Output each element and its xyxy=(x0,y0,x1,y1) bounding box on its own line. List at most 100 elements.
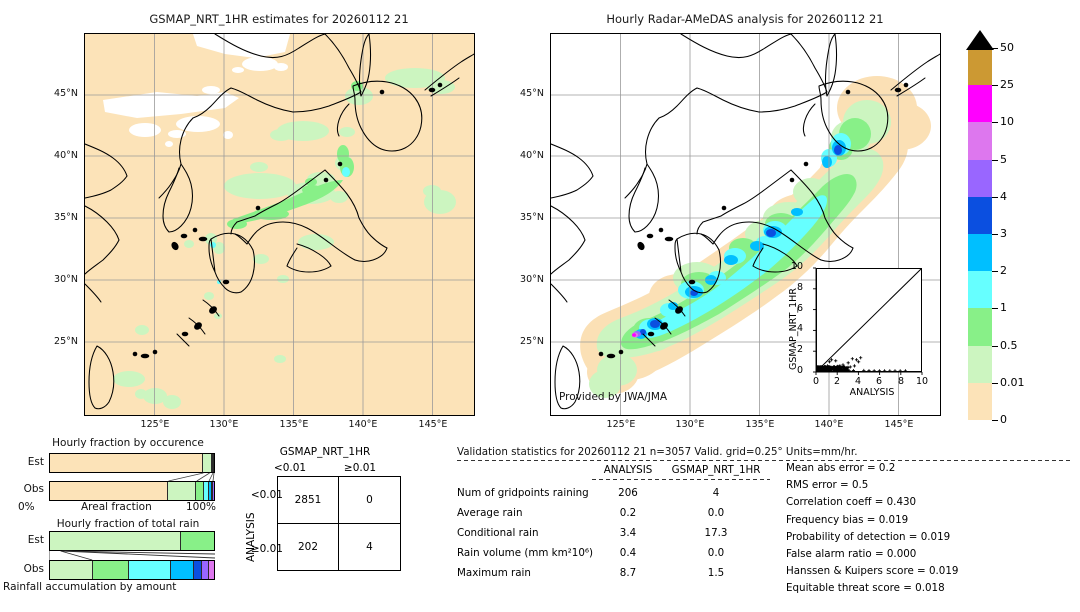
validation-header-rule xyxy=(457,459,1072,462)
validation-score-6: Hanssen & Kuipers score = 0.019 xyxy=(786,565,958,577)
contingency-cell-0-1: 0 xyxy=(339,477,400,524)
validation-score-2: Correlation coeff = 0.430 xyxy=(786,496,916,508)
colorbar-tick-4 xyxy=(992,197,998,198)
contingency-cell-0-0: 2851 xyxy=(278,477,339,524)
validation-row-label-2: Conditional rain xyxy=(457,527,539,539)
scatter-inset-axes xyxy=(806,264,936,390)
colorbar-band-6 xyxy=(968,271,992,309)
validation-score-5: False alarm ratio = 0.000 xyxy=(786,548,916,560)
colorbar-band-4 xyxy=(968,197,992,235)
scatter-xtick-2: 2 xyxy=(830,376,844,387)
contingency-col-header-0: <0.01 xyxy=(258,462,322,474)
left-map-lat-35: 35°N xyxy=(36,212,78,223)
colorbar-tick-5 xyxy=(992,234,998,235)
tot-obs-segment-0.01 xyxy=(50,561,93,579)
validation-row-gsmap-2: 17.3 xyxy=(664,527,768,539)
left-map-lon-130: 130°E xyxy=(196,419,252,430)
precipitation-colorbar[interactable] xyxy=(968,48,992,420)
validation-score-3: Frequency bias = 0.019 xyxy=(786,514,908,526)
occurrence-xaxis-center: Areal fraction xyxy=(81,501,152,513)
scatter-yaxis-label: GSMAP_NRT_1HR xyxy=(788,288,799,370)
validation-col-rule xyxy=(592,478,772,481)
colorbar-label-25: 25 xyxy=(1000,78,1014,91)
colorbar-tick-9 xyxy=(992,383,998,384)
right-map-lat-40: 40°N xyxy=(502,150,544,161)
colorbar-label-0.01: 0.01 xyxy=(1000,376,1025,389)
tot-obs-segment-5 xyxy=(209,561,214,579)
colorbar-tick-10 xyxy=(992,420,998,421)
total-rain-chart-title: Hourly fraction of total rain xyxy=(28,518,228,530)
validation-row-analysis-2: 3.4 xyxy=(592,527,664,539)
validation-row-analysis-3: 0.4 xyxy=(592,547,664,559)
validation-score-7: Equitable threat score = 0.018 xyxy=(786,582,945,594)
total-rain-est-bar[interactable] xyxy=(49,531,215,551)
colorbar-band-8 xyxy=(968,346,992,384)
right-map-lon-145: 145°E xyxy=(871,419,927,430)
colorbar-label-0.5: 0.5 xyxy=(1000,339,1018,352)
validation-header: Validation statistics for 20260112 21 n=… xyxy=(457,446,857,458)
contingency-table[interactable]: 2851 0 202 4 xyxy=(277,476,401,571)
validation-score-1: RMS error = 0.5 xyxy=(786,479,868,491)
left-map-lat-30: 30°N xyxy=(36,274,78,285)
validation-row-label-4: Maximum rain xyxy=(457,567,531,579)
total-rain-row-obs-label: Obs xyxy=(8,563,44,575)
left-map-lat-40: 40°N xyxy=(36,150,78,161)
gsmap-estimate-map[interactable] xyxy=(84,33,475,416)
colorbar-band-2 xyxy=(968,122,992,160)
colorbar-label-5: 5 xyxy=(1000,153,1007,166)
validation-row-label-3: Rain volume (mm km²10⁶) xyxy=(457,547,593,559)
colorbar-tick-2 xyxy=(992,122,998,123)
left-panel-title: GSMAP_NRT_1HR estimates for 20260112 21 xyxy=(84,12,474,26)
colorbar-tick-7 xyxy=(992,308,998,309)
total-rain-connector-lines xyxy=(49,550,216,561)
right-panel-title: Hourly Radar-AMeDAS analysis for 2026011… xyxy=(550,12,940,26)
validation-row-gsmap-1: 0.0 xyxy=(664,507,768,519)
validation-row-analysis-4: 8.7 xyxy=(592,567,664,579)
occurrence-obs-bar[interactable] xyxy=(49,481,215,501)
validation-row-gsmap-0: 4 xyxy=(664,487,768,499)
right-map-lon-140: 140°E xyxy=(801,419,857,430)
occurrence-row-obs-label: Obs xyxy=(8,483,44,495)
validation-row-analysis-1: 0.2 xyxy=(592,507,664,519)
occ-obs-segment-0.5 xyxy=(196,482,204,500)
scatter-xtick-0: 0 xyxy=(809,376,823,387)
validation-row-label-0: Num of gridpoints raining xyxy=(457,487,589,499)
validation-score-0: Mean abs error = 0.2 xyxy=(786,462,895,474)
occurrence-xaxis-left: 0% xyxy=(18,501,35,513)
colorbar-label-50: 50 xyxy=(1000,41,1014,54)
contingency-cell-1-0: 202 xyxy=(278,524,339,571)
occ-obs-segment-0 xyxy=(50,482,168,500)
colorbar-label-2: 2 xyxy=(1000,264,1007,277)
tot-est-segment-0.5 xyxy=(181,532,214,550)
contingency-title: GSMAP_NRT_1HR xyxy=(255,446,395,458)
occ-est-segment-0 xyxy=(50,454,203,472)
colorbar-band-7 xyxy=(968,308,992,346)
scatter-xtick-6: 6 xyxy=(872,376,886,387)
occ-obs-segment-0.01 xyxy=(168,482,196,500)
total-rain-xaxis-label: Rainfall accumulation by amount xyxy=(3,581,176,593)
scatter-xtick-8: 8 xyxy=(894,376,908,387)
colorbar-label-4: 4 xyxy=(1000,190,1007,203)
total-rain-row-est-label: Est xyxy=(8,534,44,546)
occurrence-est-bar[interactable] xyxy=(49,453,215,473)
colorbar-tick-0 xyxy=(992,48,998,49)
left-map-lon-140: 140°E xyxy=(335,419,391,430)
right-map-lon-125: 125°E xyxy=(593,419,649,430)
colorbar-tick-8 xyxy=(992,346,998,347)
colorbar-label-3: 3 xyxy=(1000,227,1007,240)
left-map-lon-135: 135°E xyxy=(266,419,322,430)
tot-obs-segment-3 xyxy=(194,561,202,579)
validation-col-header-gsmap: GSMAP_NRT_1HR xyxy=(664,464,768,476)
left-map-lon-125: 125°E xyxy=(127,419,183,430)
contingency-col-header-1: ≥0.01 xyxy=(328,462,392,474)
scatter-ytick-10: 10 xyxy=(783,261,803,272)
left-map-canvas xyxy=(85,34,474,415)
right-map-lat-25: 25°N xyxy=(502,336,544,347)
colorbar-tick-3 xyxy=(992,160,998,161)
occ-obs-segment-4 xyxy=(213,482,214,500)
occurrence-xaxis-right: 100% xyxy=(186,501,216,513)
validation-row-gsmap-3: 0.0 xyxy=(664,547,768,559)
total-rain-obs-bar[interactable] xyxy=(49,560,215,580)
validation-row-label-1: Average rain xyxy=(457,507,523,519)
right-map-lon-135: 135°E xyxy=(732,419,788,430)
